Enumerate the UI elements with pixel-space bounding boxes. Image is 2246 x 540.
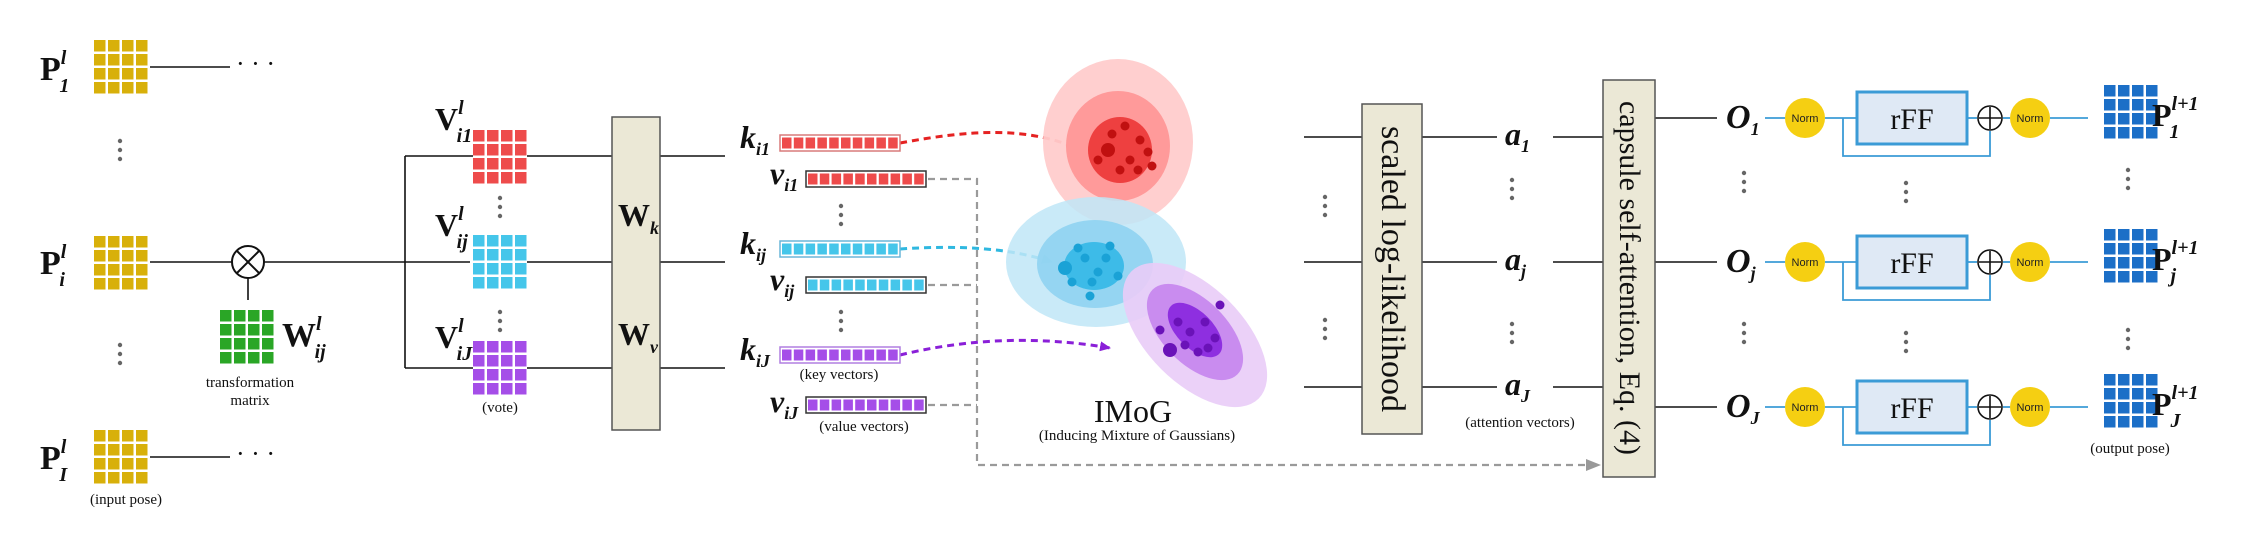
output-pose-label-J: Pl+1 J [2152, 382, 2199, 432]
projection-panel [611, 116, 661, 431]
output-pose-label-j: Pl+1 j [2152, 237, 2199, 287]
output-pose-grid-j [2104, 229, 2158, 283]
norm-in-icon: Norm [1785, 387, 1825, 427]
value-vectors-caption: (value vectors) [819, 419, 909, 435]
transform-caption-1: transformation [206, 375, 295, 391]
vertical-ellipsis-icon [117, 138, 2131, 366]
key-value-bars [779, 134, 927, 414]
imog-title: IMoG [1094, 393, 1172, 429]
input-pose-grid-1 [94, 40, 148, 94]
norm-out-icon: Norm [2010, 242, 2050, 282]
input-pose-label-1: Pl 1 [40, 47, 69, 97]
loglik-label: scaled log-likelihood [1374, 126, 1411, 412]
norm-label: Norm [1792, 113, 1819, 125]
vote-grid-i1 [473, 130, 527, 184]
input-ellipsis-bottom: · · · [236, 439, 275, 468]
input-pose-label-I: Pl I [40, 436, 68, 486]
norm-out-icon: Norm [2010, 387, 2050, 427]
imog-subtitle: (Inducing Mixture of Gaussians) [1039, 428, 1235, 444]
vote-label-iJ: Vl iJ [435, 315, 473, 365]
input-pose-grid-i [94, 236, 148, 290]
vote-grid-ij [473, 235, 527, 289]
norm-in-icon: Norm [1785, 242, 1825, 282]
gaussian-samples [1058, 121, 1225, 357]
oplus-icon [1977, 394, 2003, 420]
otimes-icon [231, 245, 265, 279]
output-row-0: Norm rFF Norm [1765, 90, 2088, 157]
output-row-1: Norm rFF Norm [1765, 234, 2088, 301]
key-label-ij: kij [740, 225, 767, 265]
norm-label: Norm [1792, 257, 1819, 269]
key-label-iJ: kiJ [740, 331, 771, 371]
loglik-panel [1361, 103, 1423, 435]
key-bar-ij [779, 240, 901, 258]
input-pose-label-i: Pl i [40, 241, 67, 291]
output-pose-caption: (output pose) [2090, 441, 2170, 457]
selfattn-panel [1602, 79, 1656, 478]
oplus-icon [1977, 105, 2003, 131]
input-pose-caption: (input pose) [90, 492, 162, 508]
wires [150, 66, 1717, 458]
output-row-2: Norm rFF Norm [1765, 379, 2088, 446]
output-rows: Norm rFF Norm Norm rFF Norm Norm rFF Norm [1765, 90, 2088, 446]
rff-block: rFF [1855, 234, 1969, 290]
transform-matrix-label: Wl ij [282, 313, 326, 363]
norm-label: Norm [1792, 402, 1819, 414]
output-label-j: Oj [1726, 243, 1757, 283]
rff-label: rFF [1890, 392, 1933, 425]
value-bar-ij [805, 276, 927, 294]
output-pose-grid-1 [2104, 85, 2158, 139]
value-label-ij: vij [770, 261, 795, 301]
vote-label-i1: Vl i1 [435, 97, 472, 147]
key-vectors-caption: (key vectors) [800, 367, 879, 383]
input-pose-grid-I [94, 430, 148, 484]
output-pose-label-1: Pl+1 1 [2152, 93, 2197, 143]
norm-label: Norm [2017, 402, 2044, 414]
value-label-iJ: viJ [770, 383, 799, 423]
rff-block: rFF [1855, 90, 1969, 146]
input-ellipsis-top: · · · [236, 49, 275, 78]
attention-label-1: a1 [1505, 116, 1530, 156]
output-label-J: OJ [1726, 388, 1761, 428]
rff-block: rFF [1855, 379, 1969, 435]
value-routes [928, 177, 1601, 471]
wv-label: Wv [618, 316, 659, 357]
attention-label-j: aj [1505, 241, 1527, 281]
selfattn-label: capsule self-attention, Eq. (4) [1613, 101, 1646, 455]
rff-label: rFF [1890, 103, 1933, 136]
oplus-icon [1977, 249, 2003, 275]
gaussian-red [1043, 59, 1193, 225]
value-label-i1: vi1 [770, 155, 798, 195]
vote-grid-iJ [473, 341, 527, 395]
norm-out-icon: Norm [2010, 98, 2050, 138]
attention-caption: (attention vectors) [1465, 415, 1575, 431]
rff-label: rFF [1890, 247, 1933, 280]
norm-label: Norm [2017, 257, 2044, 269]
wk-label: Wk [618, 197, 659, 238]
norm-label: Norm [2017, 113, 2044, 125]
norm-in-icon: Norm [1785, 98, 1825, 138]
output-label-1: O1 [1726, 99, 1760, 139]
transform-caption-2: matrix [230, 393, 270, 409]
key-label-i1: ki1 [740, 119, 770, 159]
vote-caption: (vote) [482, 400, 518, 416]
vote-label-ij: Vl ij [435, 203, 468, 253]
value-bar-iJ [805, 396, 927, 414]
attention-label-J: aJ [1505, 366, 1531, 406]
transform-matrix-grid [220, 310, 274, 364]
key-bar-iJ [779, 346, 901, 364]
key-bar-i1 [779, 134, 901, 152]
value-bar-i1 [805, 170, 927, 188]
output-pose-grid-J [2104, 374, 2158, 428]
